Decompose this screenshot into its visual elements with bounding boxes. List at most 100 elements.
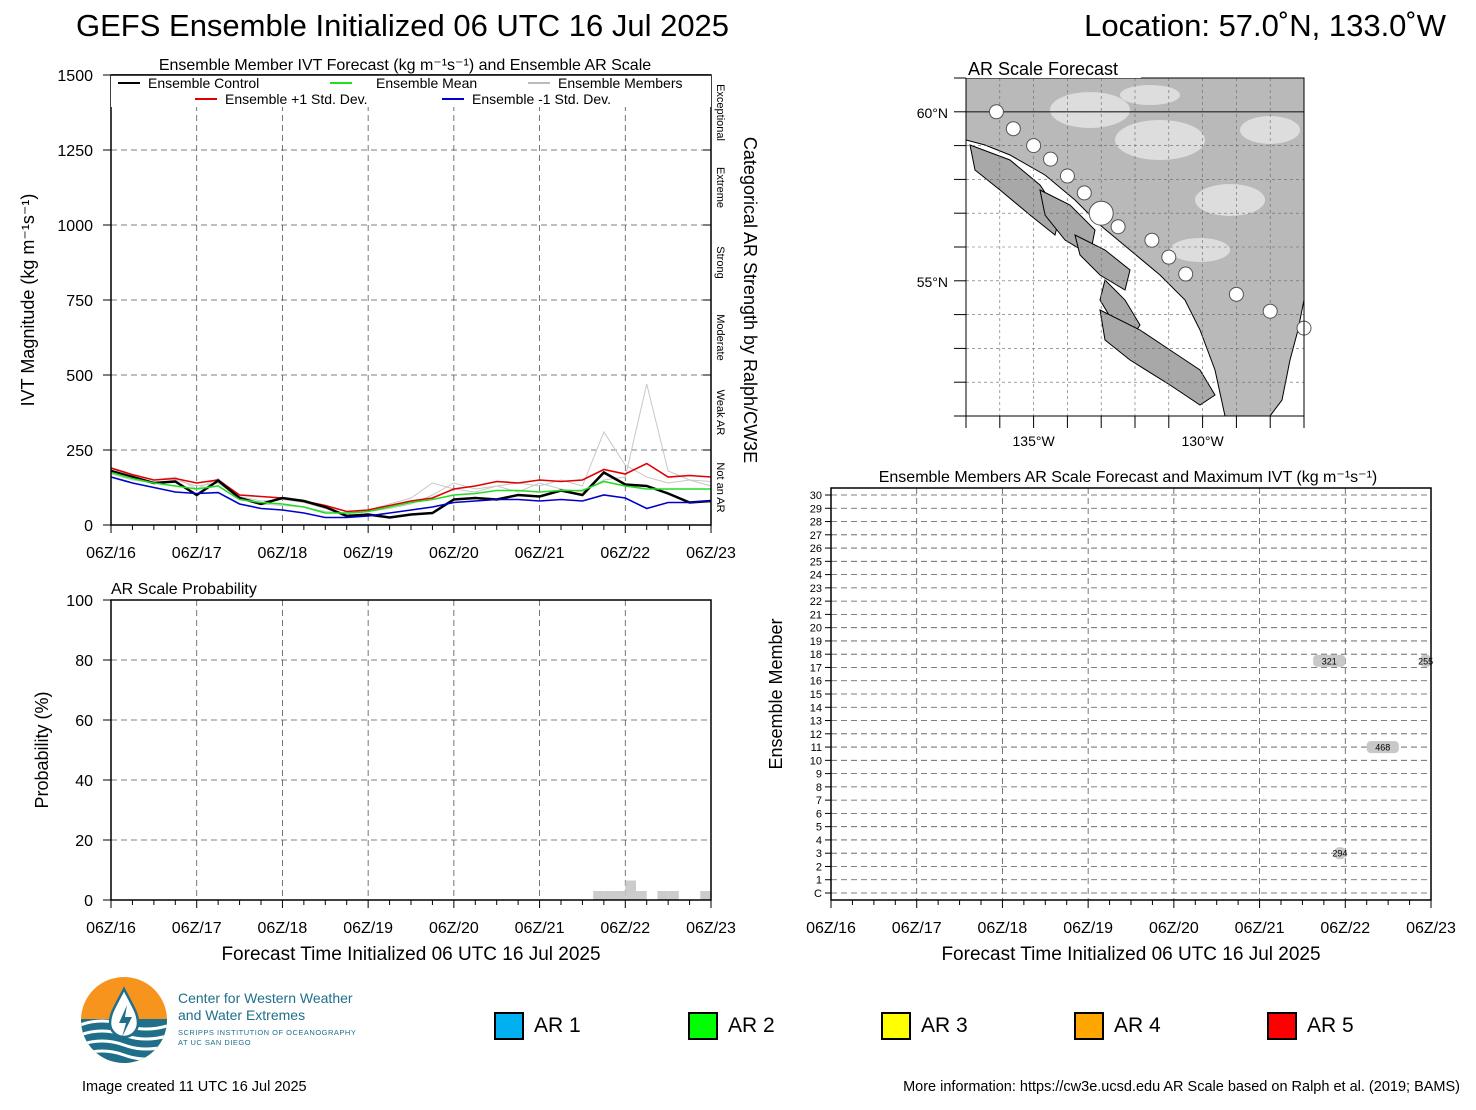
map-location-marker (1161, 249, 1177, 265)
map-terrain-highlight (1115, 120, 1205, 160)
ivt-y-tick-label: 250 (66, 443, 93, 460)
logo-line3: SCRIPPS INSTITUTION OF OCEANOGRAPHY (178, 1028, 356, 1037)
map-terrain-highlight (1120, 85, 1180, 105)
member-x-tick-label: 06Z/22 (1320, 920, 1370, 937)
map-lon-label: 130°W (1182, 433, 1225, 449)
ar3-swatch (881, 1012, 911, 1040)
category-label: Strong (714, 246, 726, 278)
prob-x-tick-label: 06Z/23 (686, 920, 736, 937)
member-x-tick-label: 06Z/16 (806, 920, 856, 937)
probability-bar (668, 891, 679, 900)
map-lat-label: 60°N (917, 105, 948, 121)
member-y-tick-label: 13 (810, 716, 822, 728)
map-lon-label: 135°W (1013, 433, 1056, 449)
category-label: Extreme (714, 167, 726, 208)
ivt-y-tick-label: 500 (66, 368, 93, 385)
logo-line1: Center for Western Weather (178, 990, 353, 1006)
member-y-tick-label: 20 (810, 623, 822, 635)
member-y-tick-label: 29 (810, 503, 822, 515)
member-y-tick-label: 15 (810, 689, 822, 701)
map-terrain-highlight (1240, 116, 1300, 144)
prob-x-tick-label: 06Z/19 (343, 920, 393, 937)
ar4-legend-item: AR 4 (1074, 1012, 1161, 1040)
ar4-swatch (1074, 1012, 1104, 1040)
map-terrain-highlight (1170, 238, 1230, 262)
prob-x-tick-label: 06Z/17 (172, 920, 222, 937)
map-location-marker (1059, 168, 1075, 184)
ivt-legend-box (111, 75, 711, 107)
prob-x-tick-label: 06Z/20 (429, 920, 479, 937)
map-location-marker (1178, 266, 1194, 282)
map-location-marker (1088, 200, 1114, 226)
probability-bar (657, 891, 669, 900)
prob-y-tick-label: 20 (75, 833, 93, 850)
prob-x-tick-label: 06Z/18 (258, 920, 308, 937)
legend-label: Ensemble Mean (376, 75, 477, 91)
member-x-tick-label: 06Z/21 (1235, 920, 1285, 937)
member-event-bar (1313, 654, 1346, 667)
member-x-tick-label: 06Z/18 (978, 920, 1028, 937)
member-y-tick-label: 18 (810, 649, 822, 661)
member-y-tick-label: 7 (816, 795, 822, 807)
cw3e-logo: Center for Western Weather and Water Ext… (81, 977, 356, 1063)
probability-bar (625, 880, 636, 900)
member-x-tick-label: 06Z/20 (1149, 920, 1199, 937)
prob-chart-title: AR Scale Probability (111, 581, 257, 598)
member-event-ivt-label: 294 (1332, 849, 1347, 859)
map-title: AR Scale Forecast (968, 59, 1118, 79)
prob-x-tick-label: 06Z/21 (515, 920, 565, 937)
prob-x-axis-label: Forecast Time Initialized 06 UTC 16 Jul … (221, 944, 600, 965)
legend-label: Ensemble +1 Std. Dev. (225, 91, 368, 107)
ar3-label: AR 3 (921, 1014, 968, 1037)
member-x-tick-label: 06Z/17 (892, 920, 942, 937)
ar-scale-map: 60°N 55°N 135°W 130°W AR Scale Forecast (917, 58, 1312, 449)
legend-label: Ensemble Control (148, 75, 259, 91)
ensemble-member-line (110, 383, 712, 516)
member-y-tick-label: 14 (810, 702, 822, 714)
prob-y-axis-label: Probability (%) (32, 691, 52, 808)
ivt-chart: 0 250 500 750 1000 1250 1500 06Z/16 06Z/17 06Z/18… (18, 57, 760, 562)
map-terrain-highlight (1195, 184, 1265, 216)
map-location-marker (988, 104, 1004, 120)
member-y-tick-label: 26 (810, 543, 822, 555)
location-label: Location: 57.0˚N, 133.0˚W (1084, 8, 1446, 43)
ar2-label: AR 2 (728, 1014, 775, 1037)
ar5-legend-item: AR 5 (1267, 1012, 1354, 1040)
member-y-tick-label: 11 (811, 742, 822, 754)
member-y-tick-label: 16 (810, 676, 822, 688)
legend-label: Ensemble Members (558, 75, 683, 91)
prob-plot-frame (110, 599, 712, 901)
member-x-tick-label: 06Z/23 (1406, 920, 1456, 937)
member-y-tick-label: 2 (816, 861, 822, 873)
probability-chart: 0 20 40 60 80 100 06Z/16 06Z/17 06Z/18 06Z/19 06Z/… (32, 581, 736, 965)
member-y-tick-label: 9 (816, 769, 822, 781)
prob-y-tick-label: 100 (66, 593, 93, 610)
ivt-y-tick-label: 750 (66, 293, 93, 310)
map-location-marker (1005, 121, 1021, 137)
series-line (110, 471, 711, 514)
category-label: Not an AR (714, 462, 726, 512)
member-y-tick-label: 21 (810, 609, 822, 621)
ar1-label: AR 1 (534, 1014, 581, 1037)
ar2-legend-item: AR 2 (688, 1012, 775, 1040)
member-y-tick-label: 10 (810, 755, 822, 767)
prob-x-tick-label: 06Z/22 (600, 920, 650, 937)
ivt-x-tick-label: 06Z/20 (429, 545, 479, 562)
map-location-marker (1026, 138, 1042, 154)
map-island (1074, 234, 1131, 291)
member-x-tick-label: 06Z/19 (1063, 920, 1113, 937)
prob-x-tick-label: 06Z/16 (86, 920, 136, 937)
member-event-ivt-label: 468 (1375, 743, 1390, 753)
member-y-tick-label: 30 (810, 490, 822, 502)
prob-y-tick-label: 0 (84, 893, 93, 910)
ivt-x-tick-label: 06Z/18 (258, 545, 308, 562)
member-event-bar (1420, 654, 1431, 667)
category-label: Moderate (714, 314, 726, 360)
member-y-tick-label: 8 (816, 782, 822, 794)
member-y-tick-label: 4 (816, 835, 822, 847)
map-terrain-highlight (1050, 92, 1130, 128)
probability-bar (593, 891, 604, 900)
member-y-tick-label: 5 (816, 822, 822, 834)
prob-y-tick-label: 80 (75, 653, 93, 670)
probability-bar (636, 891, 647, 900)
